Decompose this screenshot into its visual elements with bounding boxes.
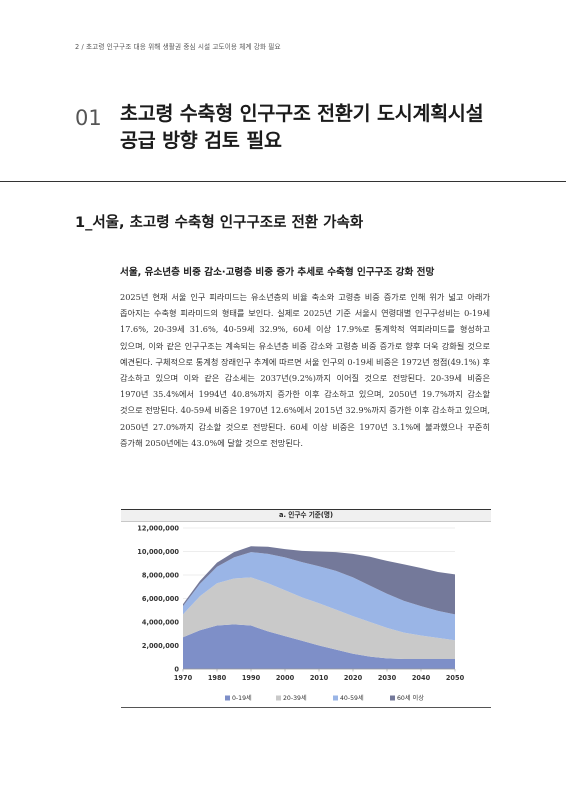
population-area-chart: 0 2,000,000 4,000,000 6,000,000 8,000,000 10,… bbox=[137, 524, 464, 702]
legend-label: 20-39세 bbox=[283, 694, 307, 702]
area-series-0-19세 bbox=[183, 624, 455, 669]
population-figure: a. 인구수 기준(명) 0 2,000,000 4,000,000 6,000,00… bbox=[121, 509, 491, 709]
subsection-heading: 1_서울, 초고령 수축형 인구구조로 전환 가속화 bbox=[75, 215, 364, 231]
area-series-40-59세 bbox=[183, 552, 455, 641]
running-header: 2 / 초고령 인구구조 대응 위해 생활권 중심 시설 고도이용 체계 강화 … bbox=[75, 43, 281, 51]
legend-swatch bbox=[333, 695, 338, 701]
y-tick-label: 10,000,000 bbox=[137, 548, 179, 556]
x-tick-label: 1980 bbox=[208, 674, 227, 682]
legend-swatch bbox=[276, 695, 281, 701]
x-tick-label: 2050 bbox=[446, 674, 465, 682]
figure-bottom-rule bbox=[121, 707, 491, 708]
paragraph-heading: 서울, 유소년층 비중 감소·고령층 비중 증가 추세로 수축형 인구구조 강화… bbox=[120, 267, 435, 278]
x-tick-label: 2040 bbox=[412, 674, 431, 682]
legend-swatch bbox=[225, 695, 230, 701]
section-number: 01 bbox=[75, 106, 102, 130]
area-series-20-39세 bbox=[183, 577, 455, 660]
section-divider bbox=[0, 181, 566, 182]
chart-areas bbox=[183, 546, 455, 669]
x-tick-label: 1970 bbox=[174, 674, 193, 682]
paragraph-body: 2025년 현재 서울 인구 피라미드는 유소년층의 비율 축소와 고령층 비중… bbox=[120, 292, 490, 448]
y-tick-label: 6,000,000 bbox=[142, 595, 180, 603]
legend-swatch bbox=[390, 695, 395, 701]
y-tick-label: 4,000,000 bbox=[142, 618, 180, 626]
legend-label: 0-19세 bbox=[232, 694, 252, 702]
y-tick-label: 8,000,000 bbox=[142, 571, 180, 579]
y-tick-label: 12,000,000 bbox=[137, 524, 179, 532]
chart-axes: 0 2,000,000 4,000,000 6,000,000 8,000,000 10,… bbox=[137, 524, 464, 682]
y-tick-label: 0 bbox=[174, 665, 179, 673]
x-tick-label: 2030 bbox=[378, 674, 397, 682]
chart-legend: 0-19세 20-39세 40-59세 60세 이상 bbox=[225, 694, 424, 702]
area-series-60세 이상 bbox=[183, 546, 455, 615]
legend-label: 60세 이상 bbox=[397, 694, 424, 702]
section-title: 초고령 수축형 인구구조 전환기 도시계획시설 공급 방향 검토 필요 bbox=[120, 102, 484, 152]
y-tick-label: 2,000,000 bbox=[142, 642, 180, 650]
chart-title: a. 인구수 기준(명) bbox=[121, 509, 491, 522]
legend-label: 40-59세 bbox=[340, 694, 364, 702]
x-tick-label: 2020 bbox=[344, 674, 363, 682]
x-tick-label: 2000 bbox=[276, 674, 295, 682]
x-tick-label: 2010 bbox=[310, 674, 329, 682]
x-tick-label: 1990 bbox=[242, 674, 261, 682]
